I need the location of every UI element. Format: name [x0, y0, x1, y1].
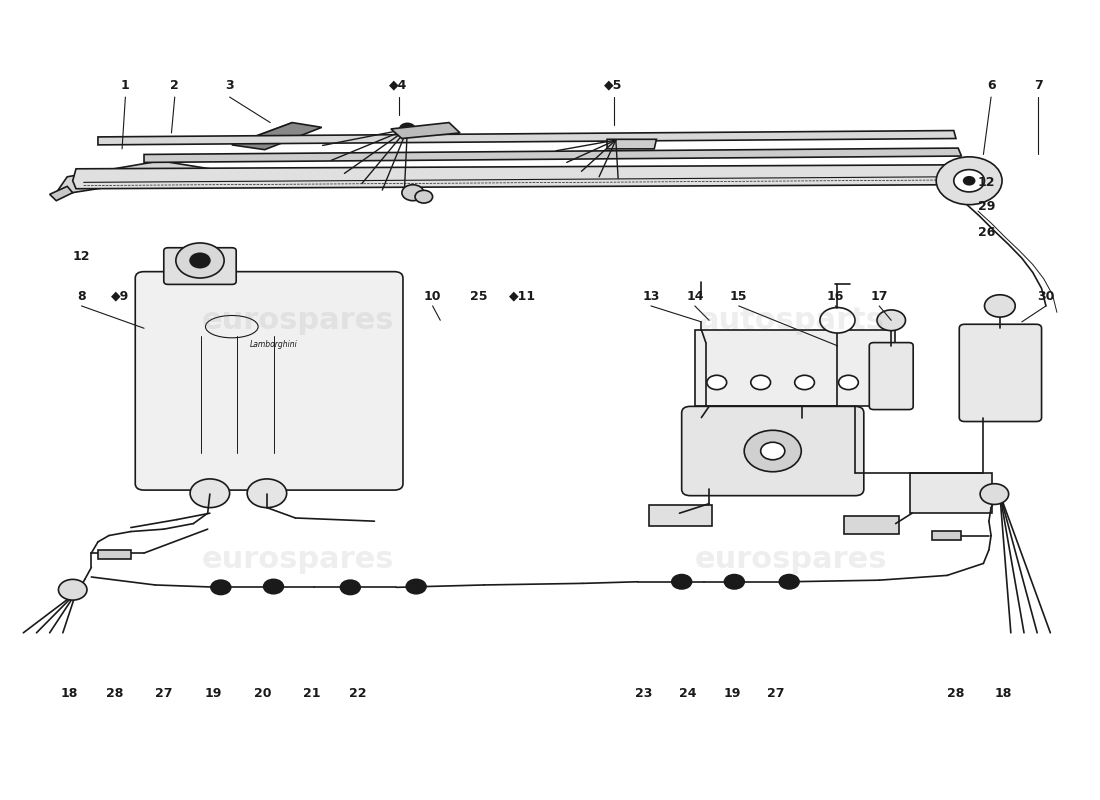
- Text: ◆5: ◆5: [605, 78, 623, 91]
- Text: eurospares: eurospares: [695, 545, 888, 574]
- Polygon shape: [607, 139, 657, 149]
- Text: 21: 21: [304, 687, 321, 700]
- Bar: [695, 330, 894, 406]
- Circle shape: [779, 574, 799, 589]
- Circle shape: [248, 479, 287, 508]
- Text: 16: 16: [826, 290, 844, 303]
- Bar: [844, 516, 899, 534]
- Circle shape: [190, 479, 230, 508]
- Circle shape: [58, 579, 87, 600]
- Bar: [910, 474, 992, 514]
- Circle shape: [402, 185, 424, 201]
- Text: 1: 1: [121, 78, 130, 91]
- Text: ◆9: ◆9: [111, 290, 129, 303]
- Text: 18: 18: [60, 687, 78, 700]
- Circle shape: [264, 579, 284, 594]
- Text: autosparts: autosparts: [698, 306, 884, 334]
- Bar: [649, 506, 713, 526]
- Circle shape: [751, 375, 770, 390]
- Text: 18: 18: [994, 687, 1012, 700]
- Text: 19: 19: [205, 687, 222, 700]
- Circle shape: [794, 375, 814, 390]
- Circle shape: [838, 375, 858, 390]
- Circle shape: [954, 170, 985, 192]
- Text: 20: 20: [254, 687, 272, 700]
- Polygon shape: [144, 148, 961, 162]
- Polygon shape: [56, 161, 210, 194]
- Circle shape: [211, 580, 231, 594]
- Circle shape: [980, 484, 1009, 505]
- Text: 19: 19: [724, 687, 740, 700]
- Text: 3: 3: [226, 78, 234, 91]
- Text: 2: 2: [170, 78, 179, 91]
- Text: 12: 12: [73, 250, 90, 263]
- Circle shape: [415, 190, 432, 203]
- Text: 14: 14: [686, 290, 704, 303]
- Polygon shape: [73, 165, 958, 189]
- Text: 27: 27: [768, 687, 784, 700]
- FancyBboxPatch shape: [869, 342, 913, 410]
- Text: 29: 29: [978, 200, 996, 213]
- Text: 15: 15: [730, 290, 748, 303]
- Text: 12: 12: [978, 176, 996, 189]
- Text: ◆4: ◆4: [389, 78, 408, 91]
- Text: ◆11: ◆11: [509, 290, 536, 303]
- Circle shape: [190, 254, 210, 268]
- FancyBboxPatch shape: [164, 248, 236, 285]
- Text: 8: 8: [77, 290, 86, 303]
- Text: 10: 10: [424, 290, 441, 303]
- Circle shape: [176, 243, 224, 278]
- Circle shape: [399, 123, 415, 134]
- Text: eurospares: eurospares: [201, 545, 394, 574]
- Polygon shape: [98, 130, 956, 145]
- Polygon shape: [50, 186, 73, 201]
- Text: 30: 30: [1037, 290, 1055, 303]
- Text: 23: 23: [635, 687, 652, 700]
- Text: Lamborghini: Lamborghini: [250, 340, 297, 349]
- Polygon shape: [98, 550, 131, 559]
- FancyBboxPatch shape: [959, 324, 1042, 422]
- Circle shape: [707, 375, 727, 390]
- Polygon shape: [932, 530, 961, 539]
- Circle shape: [984, 294, 1015, 317]
- Text: 13: 13: [642, 290, 660, 303]
- Text: 22: 22: [349, 687, 366, 700]
- Text: 6: 6: [987, 78, 996, 91]
- Polygon shape: [232, 122, 322, 150]
- Text: 27: 27: [155, 687, 173, 700]
- Circle shape: [820, 307, 855, 333]
- Circle shape: [964, 177, 975, 185]
- Text: 17: 17: [870, 290, 888, 303]
- FancyBboxPatch shape: [135, 272, 403, 490]
- FancyBboxPatch shape: [682, 406, 864, 496]
- Circle shape: [936, 157, 1002, 205]
- Polygon shape: [390, 122, 460, 138]
- Text: 28: 28: [947, 687, 965, 700]
- Text: 25: 25: [470, 290, 487, 303]
- Circle shape: [406, 579, 426, 594]
- Text: 7: 7: [1034, 78, 1043, 91]
- Text: 24: 24: [680, 687, 697, 700]
- Circle shape: [745, 430, 801, 472]
- Text: 28: 28: [106, 687, 123, 700]
- Circle shape: [761, 442, 784, 460]
- Circle shape: [672, 574, 692, 589]
- Circle shape: [877, 310, 905, 330]
- Circle shape: [340, 580, 360, 594]
- Text: eurospares: eurospares: [201, 306, 394, 334]
- Text: 26: 26: [978, 226, 996, 239]
- Circle shape: [725, 574, 745, 589]
